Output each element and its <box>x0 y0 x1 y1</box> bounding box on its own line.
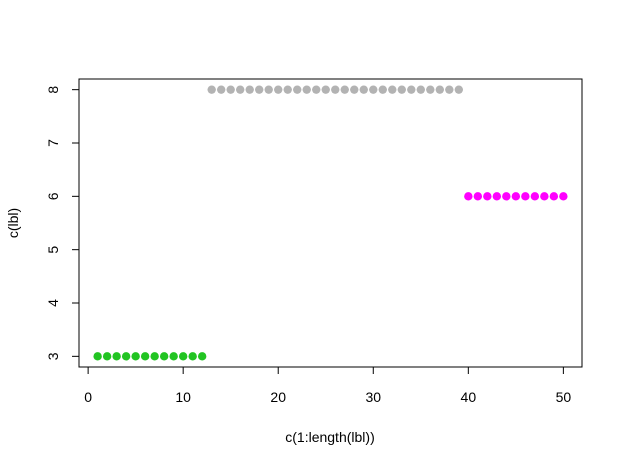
y-axis: 3 4 5 6 7 8 <box>45 86 80 360</box>
data-point <box>407 85 416 94</box>
data-point <box>521 192 530 201</box>
data-point <box>397 85 406 94</box>
data-point <box>445 85 454 94</box>
data-point <box>549 192 559 201</box>
data-point <box>274 85 283 94</box>
y-tick-label: 3 <box>45 352 61 360</box>
data-point <box>264 85 273 94</box>
data-point <box>188 352 197 361</box>
data-point <box>559 192 568 201</box>
data-point <box>369 85 378 94</box>
plot-frame <box>78 78 583 368</box>
x-tick-label: 20 <box>270 389 286 405</box>
data-point <box>121 352 131 361</box>
data-point <box>350 85 359 94</box>
data-point <box>93 352 102 361</box>
data-point <box>435 85 445 94</box>
y-tick-label: 5 <box>45 246 61 254</box>
data-point <box>454 85 464 94</box>
x-tick-label: 0 <box>84 389 92 405</box>
data-point <box>530 192 540 201</box>
x-axis: 0 10 20 30 40 50 <box>84 366 572 405</box>
x-tick-label: 10 <box>175 389 191 405</box>
data-point <box>502 192 511 201</box>
y-tick-label: 6 <box>45 192 61 200</box>
data-point <box>197 352 207 361</box>
data-point <box>255 85 264 94</box>
data-point <box>159 352 169 361</box>
data-point <box>236 85 245 94</box>
data-point <box>150 352 159 361</box>
y-axis-title: c(lbl) <box>5 208 21 238</box>
data-point <box>245 85 254 94</box>
data-point <box>540 192 549 201</box>
data-point <box>302 85 311 94</box>
data-point <box>426 85 435 94</box>
data-point <box>340 85 349 94</box>
x-tick-label: 30 <box>365 389 381 405</box>
x-tick-label: 40 <box>461 389 477 405</box>
x-tick-label: 50 <box>556 389 572 405</box>
data-point <box>331 85 340 94</box>
data-point <box>511 192 521 201</box>
data-point <box>416 85 425 94</box>
data-point <box>131 352 140 361</box>
data-point <box>464 192 473 201</box>
data-point <box>321 85 330 94</box>
data-point <box>378 85 387 94</box>
data-point <box>483 192 492 201</box>
data-point <box>312 85 321 94</box>
data-point <box>492 192 502 201</box>
data-point <box>226 85 235 94</box>
data-point <box>359 85 368 94</box>
data-point <box>140 352 150 361</box>
data-point <box>473 192 483 201</box>
y-tick-label: 4 <box>45 299 61 307</box>
data-point <box>169 352 178 361</box>
data-point <box>388 85 397 94</box>
data-point <box>102 352 112 361</box>
data-point <box>178 352 188 361</box>
data-point <box>112 352 121 361</box>
y-tick-label: 7 <box>45 139 61 147</box>
data-point <box>283 85 292 94</box>
y-tick-label: 8 <box>45 86 61 94</box>
data-point <box>207 85 216 94</box>
data-point <box>293 85 302 94</box>
x-axis-title: c(1:length(lbl)) <box>285 429 374 445</box>
data-points <box>93 85 568 361</box>
data-point <box>216 85 226 94</box>
